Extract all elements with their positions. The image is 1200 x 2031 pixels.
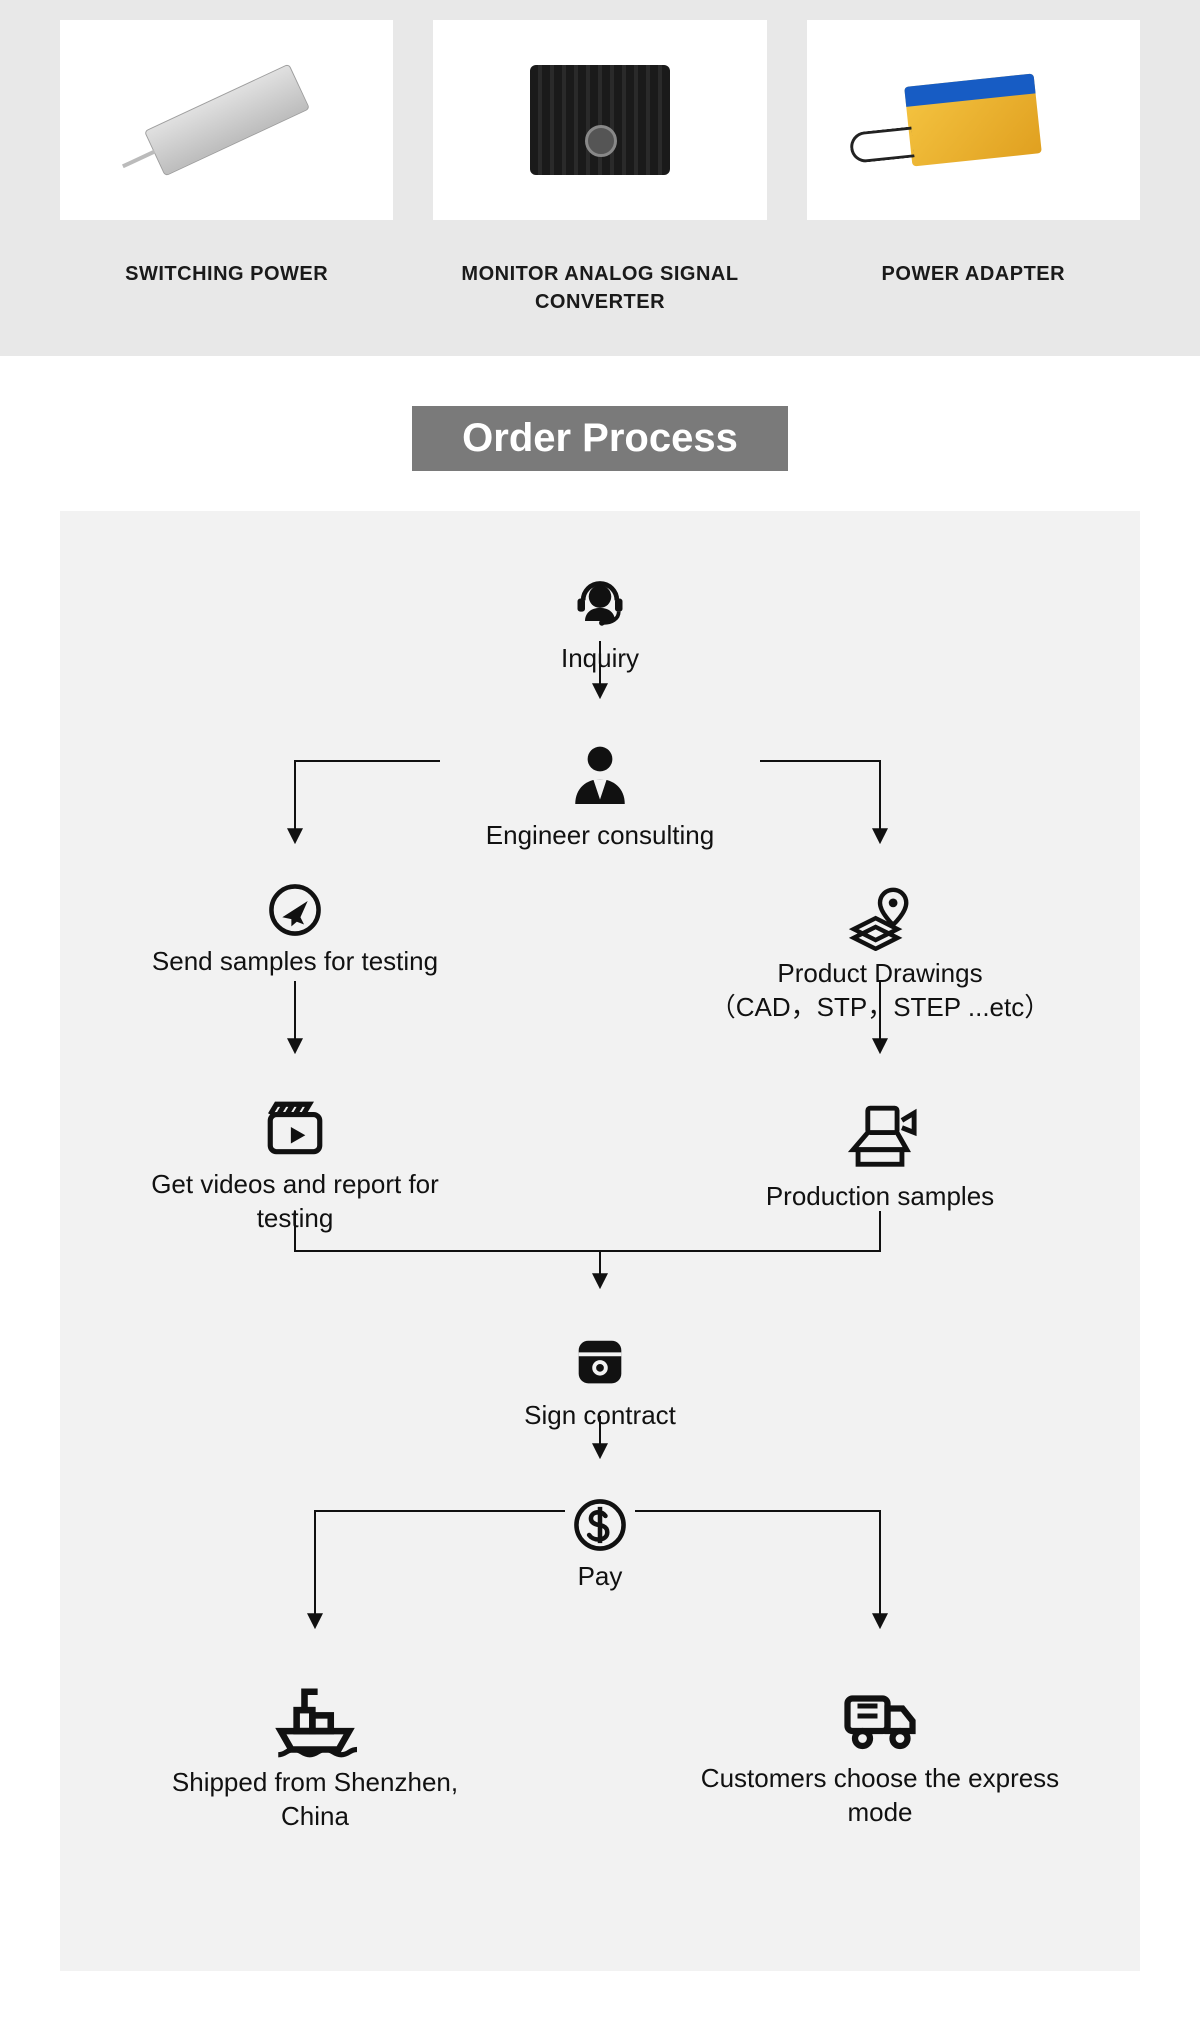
flow-node-label: Send samples for testing — [115, 945, 475, 979]
order-process-title: Order Process — [412, 406, 788, 471]
order-process-flowchart: Inquiry Engineer consulting Send samples f… — [60, 511, 1140, 1971]
product-image — [807, 20, 1140, 220]
flow-node-label: Pay — [420, 1560, 780, 1594]
flow-node-express: Customers choose the express mode — [700, 1676, 1060, 1830]
ship-icon — [135, 1676, 495, 1760]
person-icon — [420, 741, 780, 813]
product-label: SWITCHING POWER — [125, 260, 328, 288]
truck-icon — [700, 1676, 1060, 1756]
flow-node-label: Shipped from Shenzhen, China — [135, 1766, 495, 1834]
product-switching-power: SWITCHING POWER — [60, 20, 393, 316]
machine-icon — [700, 1096, 1060, 1174]
product-label: POWER ADAPTER — [882, 260, 1066, 288]
product-power-adapter: POWER ADAPTER — [807, 20, 1140, 316]
flow-node-label: Product Drawings （CAD，STP，STEP ...etc） — [700, 957, 1060, 1025]
product-image — [433, 20, 766, 220]
contract-icon — [420, 1331, 780, 1393]
products-strip: SWITCHING POWER MONITOR ANALOG SIGNAL CO… — [0, 0, 1200, 356]
flow-node-label: Get videos and report for testing — [115, 1168, 475, 1236]
flow-node-samples: Send samples for testing — [115, 881, 475, 979]
product-image — [60, 20, 393, 220]
flow-node-prod: Production samples — [700, 1096, 1060, 1214]
switching-power-icon — [144, 64, 310, 177]
flow-node-pay: Pay — [420, 1496, 780, 1594]
headset-icon — [420, 576, 780, 636]
flow-node-label: Customers choose the express mode — [700, 1762, 1060, 1830]
flow-node-sign: Sign contract — [420, 1331, 780, 1433]
flow-node-drawings: Product Drawings （CAD，STP，STEP ...etc） — [700, 881, 1060, 1025]
flow-node-label: Production samples — [700, 1180, 1060, 1214]
drawings-icon — [700, 881, 1060, 951]
converter-icon — [530, 65, 670, 175]
plane-icon — [115, 881, 475, 939]
flow-node-label: Engineer consulting — [420, 819, 780, 853]
adapter-icon — [904, 73, 1042, 166]
video-icon — [115, 1096, 475, 1162]
product-label: MONITOR ANALOG SIGNAL CONVERTER — [433, 260, 766, 316]
flow-node-consult: Engineer consulting — [420, 741, 780, 853]
flow-node-label: Inquiry — [420, 642, 780, 676]
dollar-icon — [420, 1496, 780, 1554]
flow-node-label: Sign contract — [420, 1399, 780, 1433]
flow-node-videos: Get videos and report for testing — [115, 1096, 475, 1236]
order-process-header: Order Process — [0, 406, 1200, 471]
product-signal-converter: MONITOR ANALOG SIGNAL CONVERTER — [433, 20, 766, 316]
flow-node-ship: Shipped from Shenzhen, China — [135, 1676, 495, 1834]
flow-node-inquiry: Inquiry — [420, 576, 780, 676]
